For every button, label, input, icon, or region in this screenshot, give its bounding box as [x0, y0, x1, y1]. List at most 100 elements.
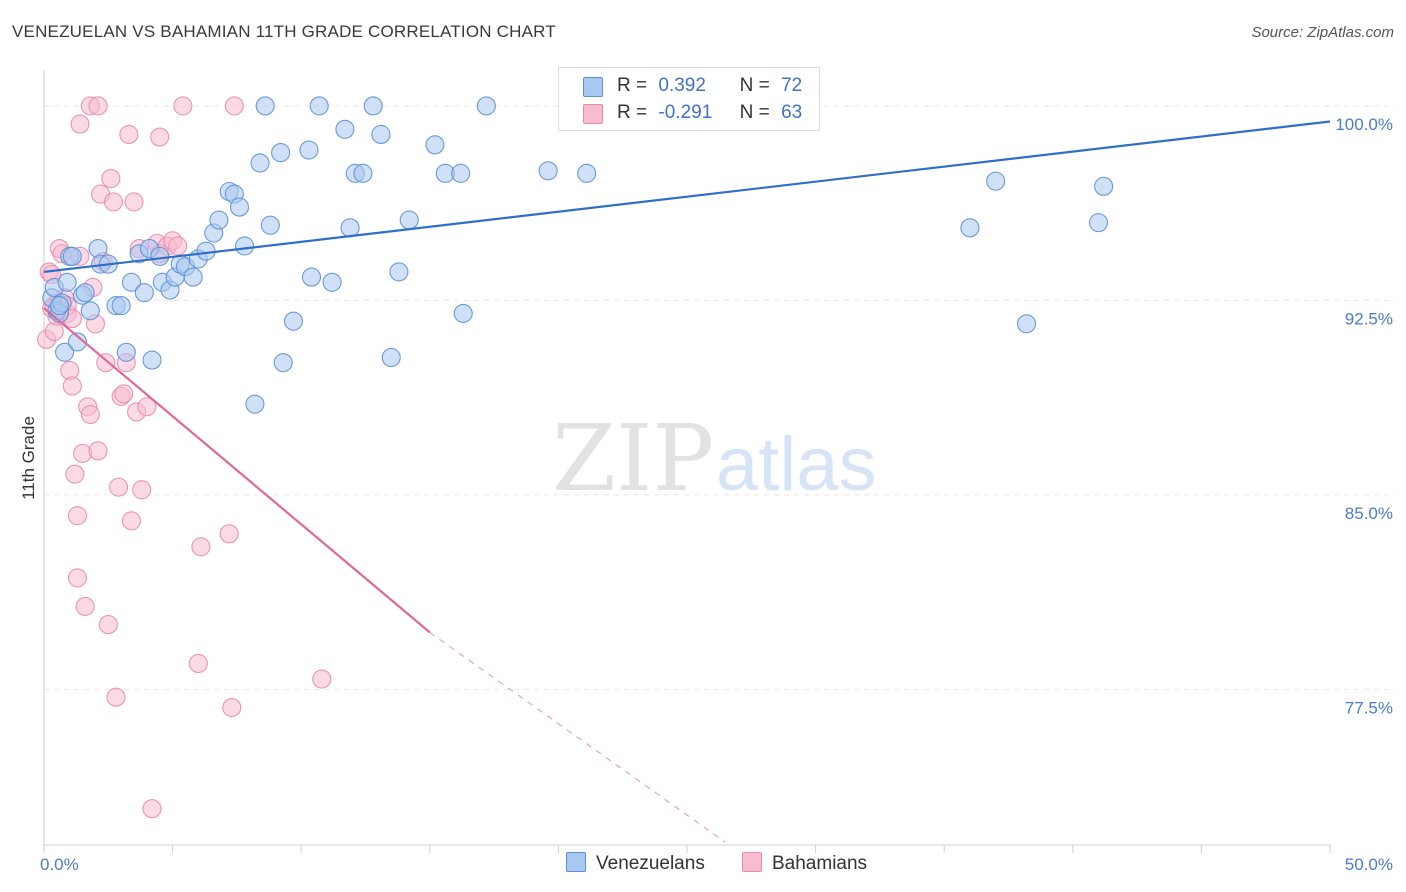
bahamians-point-51 — [224, 96, 244, 116]
y-tick-labels: 100.0% 92.5% 85.0% 77.5% — [1335, 115, 1393, 717]
y-axis-title: 11th Grade — [19, 416, 38, 500]
bahamians-points — [37, 96, 332, 819]
venezuelans-point-48 — [309, 96, 329, 116]
legend-n-label: N = — [739, 75, 770, 96]
venezuelans-point-62 — [453, 303, 473, 323]
bahamians-point-53 — [70, 114, 90, 134]
y-tick-label-1: 92.5% — [1345, 309, 1393, 328]
venezuelans-point-66 — [960, 218, 980, 238]
venezuelans-point-67 — [986, 171, 1006, 191]
venezuelans-point-11 — [75, 283, 95, 303]
bahamians-point-13 — [67, 568, 87, 588]
bahamians-point-34 — [121, 511, 141, 531]
bahamians-point-39 — [137, 397, 157, 417]
venezuelans-point-71 — [49, 296, 69, 316]
bahamians-point-3 — [44, 321, 64, 342]
watermark-zip: ZIP — [552, 405, 714, 512]
legend-n-venezuelans: 72 — [781, 75, 803, 96]
bottom-legend-bahamians: Bahamians — [742, 852, 867, 875]
venezuelans-point-64 — [538, 161, 558, 181]
venezuelans-point-40 — [250, 153, 270, 173]
venezuelans-point-41 — [255, 96, 275, 116]
venezuelans-point-30 — [183, 267, 203, 287]
venezuelans-point-18 — [116, 342, 136, 362]
bahamians-point-47 — [188, 653, 208, 674]
bahamians-point-50 — [222, 698, 242, 718]
venezuelans-point-47 — [301, 267, 322, 287]
venezuelans-point-39 — [245, 394, 265, 414]
bahamians-point-40 — [142, 799, 162, 819]
bahamians-point-45 — [168, 236, 188, 256]
venezuelans-point-56 — [381, 347, 401, 368]
venezuelans-trendline — [43, 120, 1331, 273]
venezuelans-point-6 — [57, 272, 77, 292]
bahamians-point-46 — [173, 96, 193, 116]
bahamians-point-55 — [150, 127, 170, 147]
bahamians-point-38 — [132, 480, 152, 500]
venezuelans-point-21 — [134, 283, 154, 303]
venezuelans-point-57 — [389, 262, 409, 282]
venezuelans-point-23 — [142, 350, 162, 370]
bahamians-point-31 — [114, 384, 134, 404]
legend-text-bahamians: R = -0.291 N = 63 — [617, 102, 802, 124]
venezuelans-point-69 — [1088, 213, 1109, 233]
venezuelans-point-46 — [299, 140, 319, 160]
x-tick-label-0: 0.0% — [40, 855, 79, 874]
bahamians-point-12 — [67, 506, 87, 526]
bottom-legend-venezuelans: Venezuelans — [566, 852, 705, 875]
venezuelans-point-24 — [150, 246, 170, 266]
bahamians-point-11 — [65, 464, 85, 484]
x-tick-label-1: 50.0% — [1345, 855, 1393, 874]
venezuelans-point-63 — [476, 96, 496, 116]
y-tick-label-0: 100.0% — [1335, 115, 1393, 134]
venezuelans-points — [42, 96, 1114, 414]
venezuelans-point-70 — [1094, 176, 1114, 196]
venezuelans-point-53 — [353, 163, 373, 183]
legend-r-venezuelans: 0.392 — [658, 75, 706, 96]
y-tick-label-2: 85.0% — [1345, 504, 1393, 523]
bahamians-point-35 — [124, 192, 144, 212]
bahamians-trendline — [43, 307, 431, 634]
legend-swatch-bahamians — [583, 104, 603, 124]
bottom-legend-label-bahamians: Bahamians — [772, 853, 868, 874]
venezuelans-point-61 — [451, 163, 471, 183]
bahamians-point-25 — [98, 615, 118, 635]
bottom-legend-swatch-bahamians — [742, 852, 762, 872]
venezuelans-point-45 — [283, 311, 304, 331]
venezuelans-point-34 — [209, 210, 229, 230]
venezuelans-point-38 — [235, 236, 255, 256]
bahamians-point-26 — [101, 168, 121, 189]
y-tick-label-3: 77.5% — [1345, 698, 1393, 717]
bahamians-point-21 — [88, 441, 108, 461]
venezuelans-point-12 — [80, 301, 100, 321]
venezuelans-point-19 — [121, 272, 141, 292]
bahamians-point-28 — [106, 687, 126, 707]
venezuelans-point-44 — [273, 353, 293, 373]
bahamians-point-48 — [191, 537, 211, 557]
venezuelans-point-68 — [1016, 314, 1037, 334]
venezuelans-point-55 — [371, 124, 391, 145]
bahamians-point-29 — [109, 477, 129, 497]
legend-n-label: N = — [739, 102, 770, 123]
legend-r-label: R = — [617, 102, 648, 123]
venezuelans-point-17 — [111, 296, 131, 316]
legend-r-label: R = — [617, 75, 648, 96]
watermark-atlas: atlas — [716, 422, 877, 507]
x-tick-labels: 0.0% 50.0% — [40, 855, 1393, 874]
legend-text-venezuelans: R = 0.392 N = 72 — [617, 75, 802, 97]
venezuelans-point-5 — [55, 342, 75, 362]
legend-n-bahamians: 63 — [781, 102, 803, 123]
venezuelans-point-9 — [67, 332, 87, 352]
venezuelans-point-54 — [363, 96, 383, 116]
legend-r-bahamians: -0.291 — [658, 102, 713, 123]
legend-swatch-venezuelans — [583, 77, 603, 97]
venezuelans-point-42 — [260, 215, 280, 235]
venezuelans-point-37 — [229, 197, 250, 217]
source-credit: Source: ZipAtlas.com — [1251, 24, 1394, 41]
bahamians-point-10 — [62, 376, 82, 396]
bahamians-point-27 — [103, 192, 123, 212]
bottom-legend-label-venezuelans: Venezuelans — [596, 853, 705, 874]
venezuelans-point-58 — [399, 210, 419, 230]
venezuelans-point-65 — [577, 163, 597, 183]
